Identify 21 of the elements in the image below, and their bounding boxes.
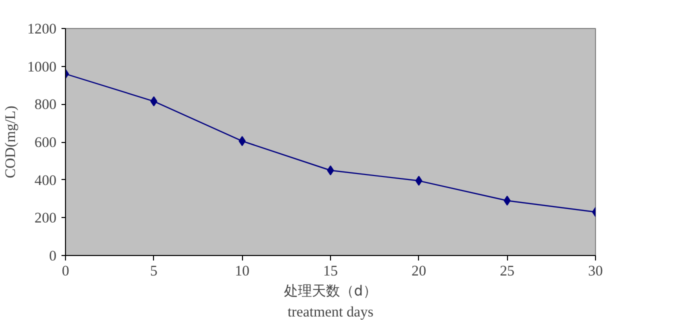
- x-axis-title: 处理天数（d）: [284, 284, 377, 300]
- x-tick-label: 15: [323, 264, 338, 280]
- text: treatment days: [288, 304, 374, 320]
- y-tick-label: 600: [34, 135, 56, 151]
- y-tick-label: 400: [34, 172, 56, 189]
- y-tick-label: 1000: [27, 59, 56, 76]
- x-tick-label: 25: [500, 264, 514, 280]
- point: [504, 196, 511, 206]
- point: [150, 96, 158, 106]
- y-tick-label: 0: [49, 248, 56, 264]
- x-tick-label: 5: [150, 264, 158, 280]
- x-tick-label: 30: [588, 264, 603, 280]
- y-tick-label: 200: [34, 210, 56, 227]
- x-tick-label: 10: [234, 264, 250, 280]
- x-tick-label: 0: [62, 264, 70, 280]
- y-tick-label: 1200: [27, 22, 56, 38]
- point: [415, 176, 422, 186]
- y-tick-label: 800: [34, 97, 56, 114]
- x-tick-label: 20: [412, 264, 426, 280]
- y-axis-title: COD(mg/L): [3, 106, 20, 178]
- point: [238, 136, 246, 146]
